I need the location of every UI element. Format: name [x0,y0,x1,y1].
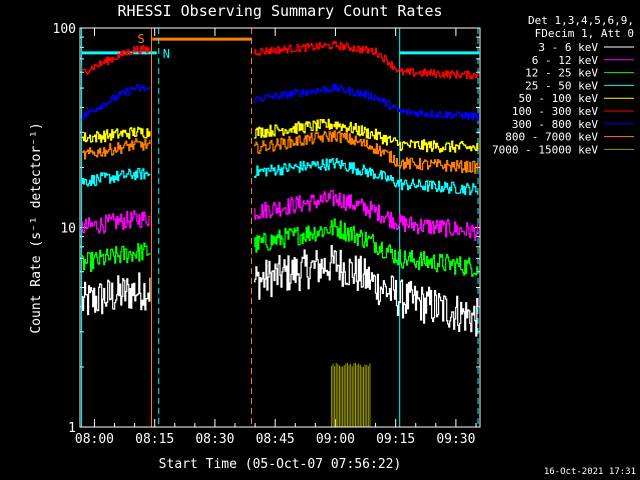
legend-label: 6 - 12 keV [532,54,599,67]
series-line [253,41,479,80]
x-axis-label: Start Time (05-Oct-07 07:56:22) [159,457,402,472]
date-stamp: 16-Oct-2021 17:31 [544,467,636,477]
plot-frame [79,27,481,428]
series-line [253,245,479,337]
x-tick-label: 09:15 [376,432,415,447]
legend-label: 12 - 25 keV [525,67,598,80]
legend-header-2: FDecim 1, Att 0 [535,27,634,40]
series-line [253,118,479,153]
series-line [253,83,479,121]
y-tick-label: 100 [53,22,76,37]
x-tick-label: 09:00 [316,432,355,447]
x-tick-label: 08:30 [195,432,234,447]
series-line [81,210,151,234]
series-line [81,272,151,316]
night-label: N [163,47,170,61]
saa-label: S [137,32,144,46]
legend-label: 300 - 800 keV [512,118,598,131]
y-axis-label: Count Rate (s⁻¹ detector⁻¹) [29,122,44,333]
series-line [253,130,479,174]
legend-label: 100 - 300 keV [512,105,598,118]
series-line [253,218,479,277]
series-line [81,138,151,160]
series-line [81,126,151,143]
legend-header-1: Det 1,3,4,5,6,9, [528,14,634,27]
series-line [253,189,479,241]
x-tick-label: 08:45 [256,432,295,447]
series-line [81,167,151,187]
x-tick-label: 09:30 [436,432,475,447]
series-line [81,84,151,121]
x-tick-label: 08:00 [75,432,114,447]
series-line [81,242,151,272]
legend-label: 7000 - 15000 keV [492,143,598,156]
y-tick-label: 1 [68,421,76,436]
legend-label: 50 - 100 keV [519,92,599,105]
legend-label: 800 - 7000 keV [505,131,598,144]
series-line [253,158,479,196]
x-tick-label: 08:15 [135,432,174,447]
legend-label: 25 - 50 keV [525,79,598,92]
legend-label: 3 - 6 keV [538,41,598,54]
series-line [81,45,151,75]
chart-title: RHESSI Observing Summary Count Rates [117,2,442,20]
y-tick-label: 10 [60,222,76,237]
